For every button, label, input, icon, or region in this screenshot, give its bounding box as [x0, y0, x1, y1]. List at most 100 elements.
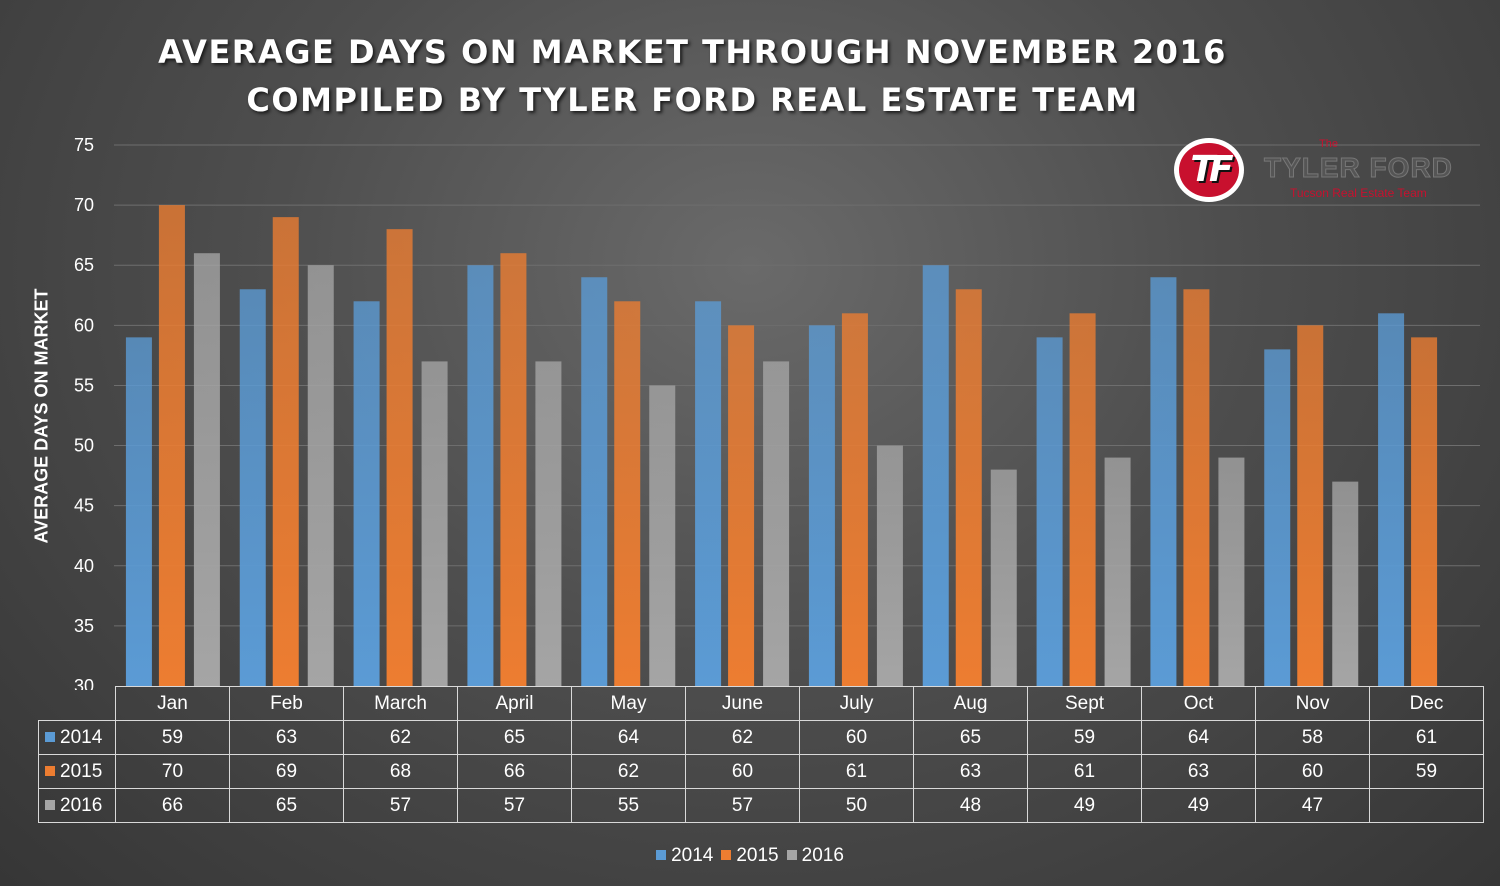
- y-tick-label: 55: [74, 375, 94, 395]
- table-cell: 55: [571, 788, 686, 823]
- logo-name-text: TYLER FORD: [1264, 152, 1453, 184]
- table-cell: 63: [913, 754, 1028, 789]
- table-cell: 47: [1255, 788, 1370, 823]
- x-category-label: Sept: [1027, 686, 1142, 721]
- bar-2014-jan: [125, 337, 152, 686]
- series-label: 2015: [60, 760, 103, 782]
- bar-2016-june: [763, 361, 790, 686]
- table-cell: 59: [115, 720, 230, 755]
- chart-title-line-1: AVERAGE DAYS ON MARKET THROUGH NOVEMBER …: [158, 33, 1227, 71]
- series-swatch: [45, 731, 55, 742]
- bar-2015-dec: [1411, 337, 1438, 686]
- table-cell: 58: [1255, 720, 1370, 755]
- x-category-label: May: [571, 686, 686, 721]
- table-cell: 59: [1369, 754, 1484, 789]
- bar-2015-nov: [1297, 325, 1324, 686]
- bar-2014-march: [353, 301, 380, 686]
- series-label: 2016: [60, 794, 103, 816]
- bar-2016-aug: [990, 469, 1017, 686]
- tyler-ford-logo: TF The TYLER FORD Tucson Real Estate Tea…: [1172, 136, 1462, 206]
- table-cell: 61: [799, 754, 914, 789]
- table-cell: 60: [1255, 754, 1370, 789]
- bar-2016-may: [649, 385, 676, 686]
- bar-2016-nov: [1332, 481, 1359, 686]
- table-cell: 63: [229, 720, 344, 755]
- y-tick-label: 35: [74, 616, 94, 636]
- y-tick-label: 65: [74, 255, 94, 275]
- bar-2016-feb: [307, 265, 334, 686]
- legend-item-2014: 2014: [656, 845, 713, 867]
- legend-item-2015: 2015: [721, 845, 779, 867]
- bar-2015-june: [728, 325, 755, 686]
- table-row: 2014 59 63 62 65 64 62 60 65 59 64 58 61: [38, 720, 1484, 755]
- y-tick-label: 75: [74, 135, 94, 155]
- table-cell: 57: [685, 788, 800, 823]
- table-cell: 64: [571, 720, 686, 755]
- table-row-label: 2016: [38, 788, 116, 823]
- table-cell: 61: [1027, 754, 1142, 789]
- bar-2014-oct: [1150, 277, 1177, 686]
- logo-tagline-text: Tucson Real Estate Team: [1290, 186, 1427, 200]
- chart-legend: 2014 2015 2016: [0, 845, 1500, 867]
- bar-2014-sept: [1036, 337, 1063, 686]
- table-cell: 68: [343, 754, 458, 789]
- table-row: 2016 66 65 57 57 55 57 50 48 49 49 47: [38, 788, 1484, 823]
- table-cell: 49: [1141, 788, 1256, 823]
- table-row-label: 2015: [38, 754, 116, 789]
- legend-label: 2015: [736, 845, 779, 866]
- x-category-label: Nov: [1255, 686, 1370, 721]
- x-category-label: Jan: [115, 686, 230, 721]
- table-cell: 64: [1141, 720, 1256, 755]
- bar-2015-may: [614, 301, 641, 686]
- table-cell: 50: [799, 788, 914, 823]
- bar-2015-aug: [955, 289, 982, 686]
- series-swatch: [45, 765, 55, 776]
- bar-2014-aug: [922, 265, 949, 686]
- logo-the-text: The: [1319, 138, 1338, 150]
- bar-2014-nov: [1264, 349, 1291, 686]
- legend-label: 2014: [671, 845, 714, 866]
- series-swatch: [45, 799, 55, 810]
- bar-2014-dec: [1378, 313, 1405, 686]
- bar-2014-april: [467, 265, 494, 686]
- table-cell: 65: [913, 720, 1028, 755]
- legend-swatch: [721, 850, 732, 860]
- table-header-row: Jan Feb March April May June July Aug Sept Oct Nov…: [38, 686, 1484, 721]
- table-corner: [38, 686, 116, 721]
- table-cell: 60: [799, 720, 914, 755]
- table-cell: 57: [457, 788, 572, 823]
- bar-2015-march: [386, 229, 413, 686]
- tf-badge-icon: TF: [1174, 138, 1244, 202]
- table-cell: 65: [457, 720, 572, 755]
- bar-2015-jan: [158, 205, 185, 686]
- table-cell: 49: [1027, 788, 1142, 823]
- table-cell: 69: [229, 754, 344, 789]
- bar-2014-june: [695, 301, 722, 686]
- table-cell: 61: [1369, 720, 1484, 755]
- bar-2016-march: [421, 361, 448, 686]
- legend-label: 2016: [801, 845, 844, 866]
- table-row-label: 2014: [38, 720, 116, 755]
- chart-title-line-2: COMPILED BY TYLER FORD REAL ESTATE TEAM: [246, 81, 1139, 119]
- table-cell: 59: [1027, 720, 1142, 755]
- bar-2015-april: [500, 253, 527, 686]
- bar-2016-april: [535, 361, 562, 686]
- bar-2014-feb: [239, 289, 266, 686]
- table-cell: 62: [343, 720, 458, 755]
- bar-2015-july: [841, 313, 868, 686]
- table-cell: 63: [1141, 754, 1256, 789]
- table-cell: [1369, 788, 1484, 823]
- table-cell: 60: [685, 754, 800, 789]
- legend-item-2016: 2016: [786, 845, 844, 867]
- table-cell: 70: [115, 754, 230, 789]
- x-category-label: Dec: [1369, 686, 1484, 721]
- data-table: Jan Feb March April May June July Aug Sept Oct Nov…: [38, 686, 1484, 823]
- y-tick-label: 60: [74, 315, 94, 335]
- table-cell: 62: [571, 754, 686, 789]
- chart-title: AVERAGE DAYS ON MARKET THROUGH NOVEMBER …: [0, 28, 1385, 124]
- legend-swatch: [656, 850, 667, 860]
- y-tick-label: 40: [74, 556, 94, 576]
- table-cell: 66: [457, 754, 572, 789]
- table-cell: 57: [343, 788, 458, 823]
- table-cell: 65: [229, 788, 344, 823]
